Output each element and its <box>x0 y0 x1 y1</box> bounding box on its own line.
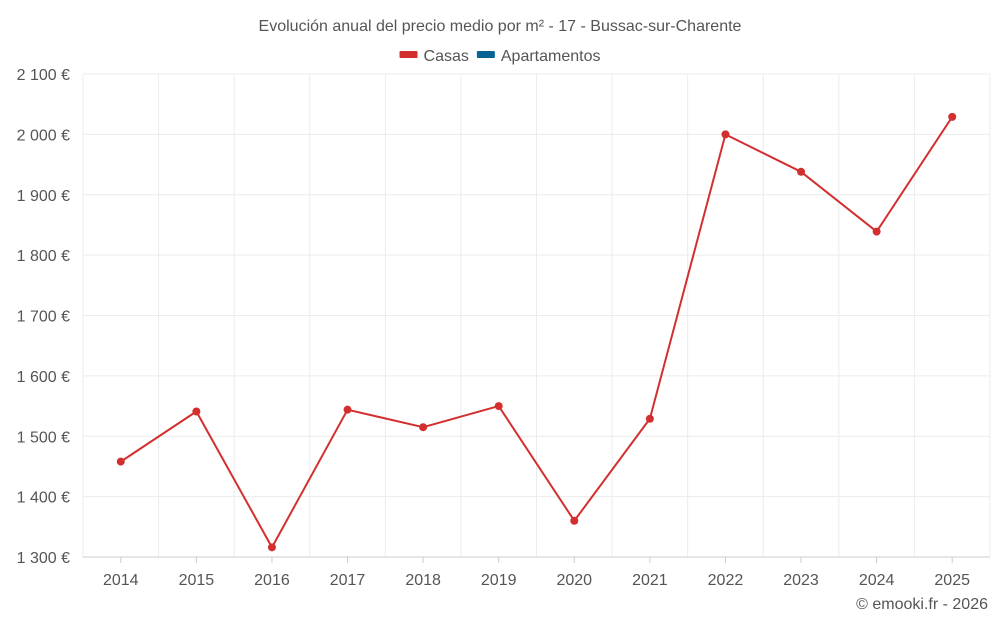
y-tick-label: 2 000 € <box>17 127 70 144</box>
data-point[interactable] <box>645 414 654 423</box>
data-point[interactable] <box>192 407 201 416</box>
legend-label: Apartamentos <box>501 48 601 65</box>
y-tick-label: 1 800 € <box>17 248 70 265</box>
series-line-casas <box>120 116 954 549</box>
y-tick-label: 1 600 € <box>17 369 70 386</box>
data-point[interactable] <box>419 423 428 432</box>
x-tick-label: 2014 <box>103 572 139 589</box>
legend-swatch <box>399 51 418 58</box>
data-point[interactable] <box>721 130 730 139</box>
y-tick-label: 1 700 € <box>17 309 70 326</box>
y-axis: 1 300 € 1 400 € 1 500 € 1 600 € 1 700 € 1 800… <box>17 67 70 567</box>
y-tick-label: 1 400 € <box>17 490 70 507</box>
data-point[interactable] <box>570 516 579 525</box>
chart-title: Evolución anual del precio medio por m² … <box>259 18 742 35</box>
x-tick-label: 2016 <box>254 572 290 589</box>
x-tick-label: 2015 <box>179 572 215 589</box>
legend-item-apartamentos[interactable]: Apartamentos <box>476 48 601 65</box>
y-tick-label: 1 900 € <box>17 188 70 205</box>
x-tick-label: 2024 <box>859 572 895 589</box>
data-point[interactable] <box>948 112 957 121</box>
legend-swatch <box>476 51 495 58</box>
x-tick-label: 2025 <box>934 572 970 589</box>
legend-label: Casas <box>424 48 469 65</box>
x-axis: 2014 2015 2016 2017 2018 2019 2020 2021 2022 2023… <box>83 556 990 589</box>
x-tick-label: 2021 <box>632 572 668 589</box>
x-tick-label: 2020 <box>556 572 592 589</box>
grid <box>82 73 991 558</box>
x-tick-label: 2022 <box>708 572 744 589</box>
y-tick-label: 1 500 € <box>17 429 70 446</box>
data-point[interactable] <box>267 543 276 552</box>
data-point[interactable] <box>872 227 881 236</box>
x-tick-label: 2018 <box>405 572 441 589</box>
y-tick-label: 2 100 € <box>17 67 70 84</box>
data-point[interactable] <box>343 405 352 414</box>
data-point[interactable] <box>797 167 806 176</box>
x-tick-label: 2023 <box>783 572 819 589</box>
x-tick-label: 2017 <box>330 572 366 589</box>
x-tick-label: 2019 <box>481 572 517 589</box>
legend-item-casas[interactable]: Casas <box>399 48 469 65</box>
series-layer <box>116 112 957 552</box>
data-point[interactable] <box>116 457 125 466</box>
data-point[interactable] <box>494 402 503 411</box>
credit-text: © emooki.fr - 2026 <box>856 596 988 613</box>
legend: Casas Apartamentos <box>399 48 601 65</box>
y-tick-label: 1 300 € <box>17 550 70 567</box>
